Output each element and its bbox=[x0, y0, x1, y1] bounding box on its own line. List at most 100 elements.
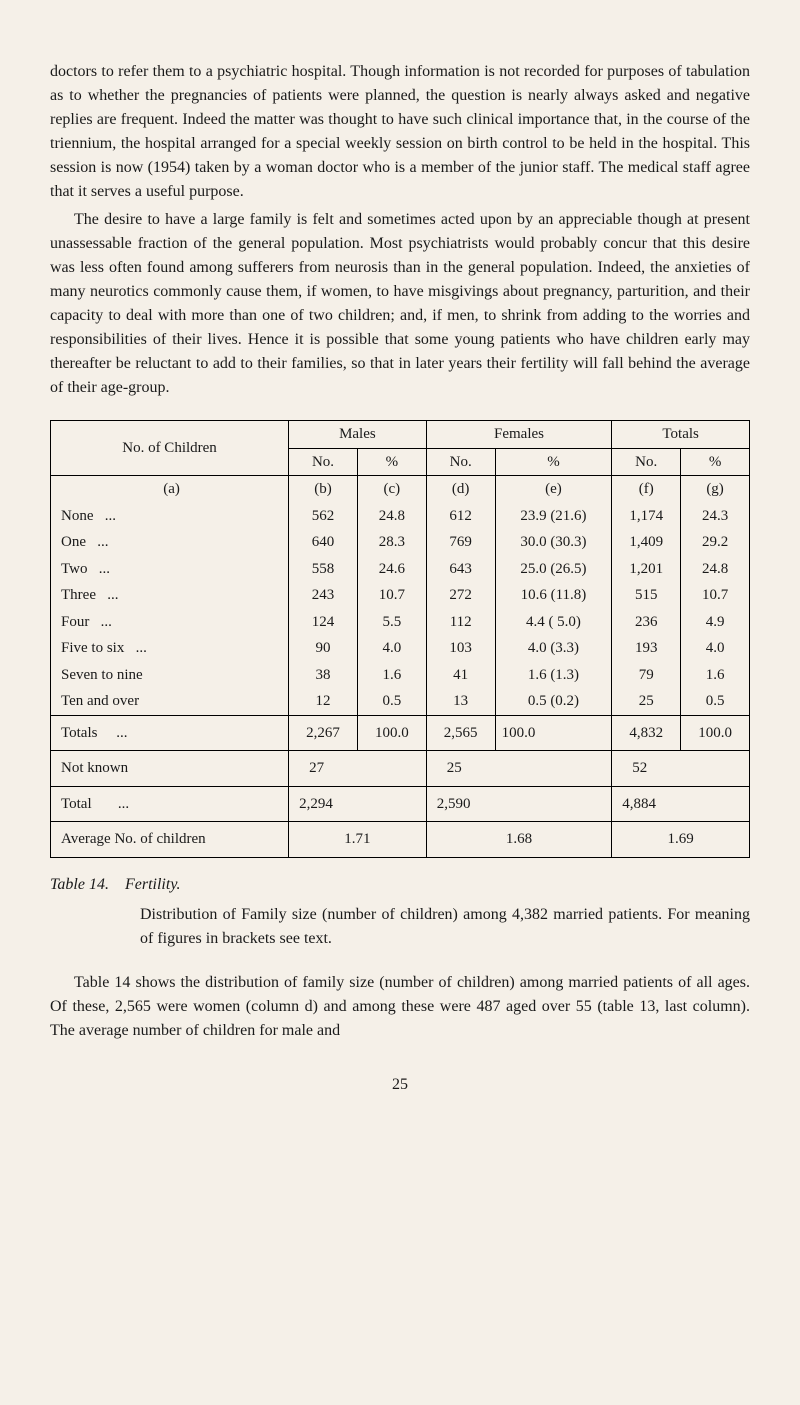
table-caption: Table 14. Fertility. Distribution of Fam… bbox=[50, 873, 750, 951]
table-cell: 769 bbox=[426, 529, 495, 556]
grand-total-c3: 2,590 bbox=[426, 786, 612, 822]
table-cell: 1.6 bbox=[357, 662, 426, 689]
letter-d: (d) bbox=[426, 476, 495, 503]
table-cell: 24.3 bbox=[681, 503, 750, 530]
header-females-no: No. bbox=[426, 448, 495, 476]
header-totals: Totals bbox=[612, 421, 750, 449]
table-row: Four ...1245.51124.4 ( 5.0)2364.9 bbox=[51, 609, 750, 636]
grand-total-label: Total ... bbox=[51, 786, 289, 822]
paragraph-2: The desire to have a large family is fel… bbox=[50, 208, 750, 400]
totals-label: Totals ... bbox=[51, 715, 289, 751]
totals-c6: 100.0 bbox=[681, 715, 750, 751]
header-males-pct: % bbox=[357, 448, 426, 476]
grand-total-c1: 2,294 bbox=[289, 786, 427, 822]
table-row: None ...56224.861223.9 (21.6)1,17424.3 bbox=[51, 503, 750, 530]
totals-row: Totals ... 2,267 100.0 2,565 100.0 4,832… bbox=[51, 715, 750, 751]
table-cell: 25 bbox=[612, 688, 681, 715]
letter-c: (c) bbox=[357, 476, 426, 503]
table-cell: 90 bbox=[289, 635, 358, 662]
table-cell: 1.6 bbox=[681, 662, 750, 689]
caption-description: Distribution of Family size (number of c… bbox=[140, 903, 750, 951]
row-label: None ... bbox=[51, 503, 289, 530]
caption-label: Table 14. bbox=[50, 873, 109, 897]
table-cell: 24.6 bbox=[357, 556, 426, 583]
header-totals-no: No. bbox=[612, 448, 681, 476]
table-cell: 124 bbox=[289, 609, 358, 636]
average-c1: 1.71 bbox=[289, 822, 427, 858]
table-cell: 4.0 bbox=[357, 635, 426, 662]
header-females-pct: % bbox=[495, 448, 612, 476]
table-cell: 10.7 bbox=[681, 582, 750, 609]
totals-c5: 4,832 bbox=[612, 715, 681, 751]
letter-e: (e) bbox=[495, 476, 612, 503]
row-label: Seven to nine bbox=[51, 662, 289, 689]
letter-g: (g) bbox=[681, 476, 750, 503]
row-label: Ten and over bbox=[51, 688, 289, 715]
table-cell: 640 bbox=[289, 529, 358, 556]
average-row: Average No. of children 1.71 1.68 1.69 bbox=[51, 822, 750, 858]
table-cell: 236 bbox=[612, 609, 681, 636]
table-cell: 612 bbox=[426, 503, 495, 530]
not-known-c5: 52 bbox=[612, 751, 750, 787]
table-row: Ten and over120.5130.5 (0.2)250.5 bbox=[51, 688, 750, 715]
table-cell: 23.9 (21.6) bbox=[495, 503, 612, 530]
paragraph-3: Table 14 shows the distribution of famil… bbox=[50, 971, 750, 1043]
table-cell: 1,409 bbox=[612, 529, 681, 556]
table-cell: 30.0 (30.3) bbox=[495, 529, 612, 556]
header-males-no: No. bbox=[289, 448, 358, 476]
table-row: Five to six ...904.01034.0 (3.3)1934.0 bbox=[51, 635, 750, 662]
table-cell: 24.8 bbox=[681, 556, 750, 583]
table-row: Seven to nine381.6411.6 (1.3)791.6 bbox=[51, 662, 750, 689]
table-row: Three ...24310.727210.6 (11.8)51510.7 bbox=[51, 582, 750, 609]
header-females: Females bbox=[426, 421, 612, 449]
table-row: One ...64028.376930.0 (30.3)1,40929.2 bbox=[51, 529, 750, 556]
table-cell: 29.2 bbox=[681, 529, 750, 556]
totals-c4: 100.0 bbox=[495, 715, 612, 751]
table-cell: 24.8 bbox=[357, 503, 426, 530]
letter-f: (f) bbox=[612, 476, 681, 503]
not-known-row: Not known 27 25 52 bbox=[51, 751, 750, 787]
grand-total-row: Total ... 2,294 2,590 4,884 bbox=[51, 786, 750, 822]
average-label: Average No. of children bbox=[51, 822, 289, 858]
table-cell: 562 bbox=[289, 503, 358, 530]
average-c5: 1.69 bbox=[612, 822, 750, 858]
table-cell: 0.5 (0.2) bbox=[495, 688, 612, 715]
page-number: 25 bbox=[50, 1073, 750, 1097]
header-totals-pct: % bbox=[681, 448, 750, 476]
row-label: Five to six ... bbox=[51, 635, 289, 662]
table-cell: 1.6 (1.3) bbox=[495, 662, 612, 689]
grand-total-c5: 4,884 bbox=[612, 786, 750, 822]
table-cell: 28.3 bbox=[357, 529, 426, 556]
not-known-c1: 27 bbox=[289, 751, 427, 787]
average-c3: 1.68 bbox=[426, 822, 612, 858]
table-cell: 0.5 bbox=[681, 688, 750, 715]
table-cell: 112 bbox=[426, 609, 495, 636]
caption-title: Fertility. bbox=[125, 873, 181, 897]
table-cell: 38 bbox=[289, 662, 358, 689]
table-cell: 13 bbox=[426, 688, 495, 715]
table-cell: 515 bbox=[612, 582, 681, 609]
table-cell: 1,174 bbox=[612, 503, 681, 530]
table-cell: 12 bbox=[289, 688, 358, 715]
table-cell: 4.0 bbox=[681, 635, 750, 662]
table-cell: 1,201 bbox=[612, 556, 681, 583]
row-label: Three ... bbox=[51, 582, 289, 609]
header-children: No. of Children bbox=[51, 421, 289, 476]
table-cell: 79 bbox=[612, 662, 681, 689]
letter-row: (a) (b) (c) (d) (e) (f) (g) bbox=[51, 476, 750, 503]
totals-c2: 100.0 bbox=[357, 715, 426, 751]
table-cell: 5.5 bbox=[357, 609, 426, 636]
table-cell: 272 bbox=[426, 582, 495, 609]
table-cell: 243 bbox=[289, 582, 358, 609]
fertility-table: No. of Children Males Females Totals No.… bbox=[50, 420, 750, 858]
table-cell: 0.5 bbox=[357, 688, 426, 715]
table-cell: 41 bbox=[426, 662, 495, 689]
letter-a: (a) bbox=[51, 476, 289, 503]
letter-b: (b) bbox=[289, 476, 358, 503]
totals-c3: 2,565 bbox=[426, 715, 495, 751]
not-known-label: Not known bbox=[51, 751, 289, 787]
table-cell: 643 bbox=[426, 556, 495, 583]
row-label: One ... bbox=[51, 529, 289, 556]
paragraph-1: doctors to refer them to a psychiatric h… bbox=[50, 60, 750, 204]
table-cell: 193 bbox=[612, 635, 681, 662]
